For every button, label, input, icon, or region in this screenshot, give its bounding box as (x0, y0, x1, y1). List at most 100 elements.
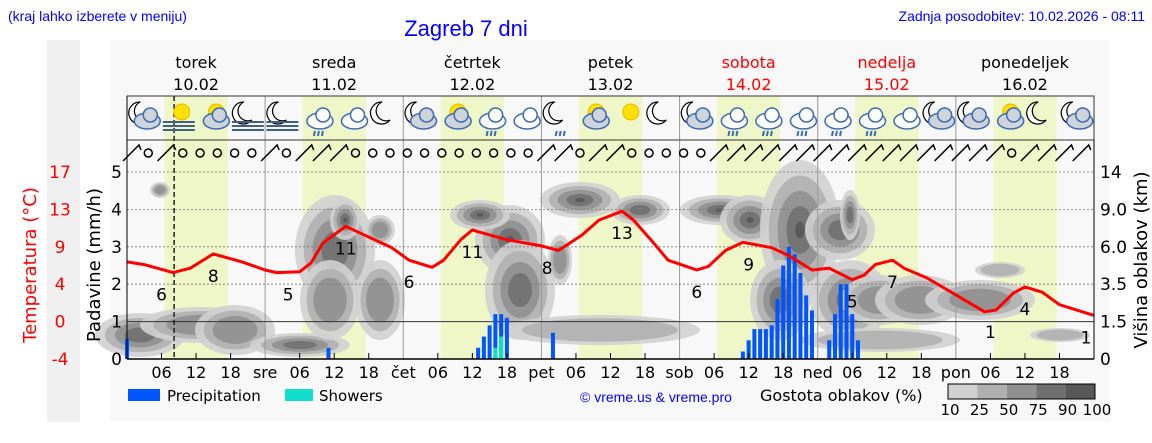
wind-barb-icon (795, 143, 816, 162)
cloud-density-area (795, 221, 805, 239)
cloud-height-axis-label: Višina oblakov (km) (1131, 171, 1152, 348)
precip-bar (827, 340, 832, 359)
cloud-density-area (313, 277, 347, 323)
colorbar-swatch (1006, 384, 1037, 399)
temperature-label: 1 (1081, 328, 1092, 348)
cloud-density-area (949, 288, 1011, 312)
wind-barb-icon (605, 143, 626, 162)
cloud-density-area (575, 197, 585, 203)
x-tick-hour: 18 (359, 363, 379, 382)
moon-cloud-icon (404, 101, 438, 130)
day-name: četrtek (444, 53, 502, 72)
moon-rain-icon (542, 101, 566, 137)
x-tick-day: pet (528, 363, 554, 382)
precip-bar (786, 246, 791, 359)
cloud-density-area (366, 277, 394, 323)
day-name: ponedeljek (981, 53, 1070, 72)
x-tick-hour: 12 (186, 363, 206, 382)
legend-precip-label: Precipitation (167, 387, 261, 405)
x-tick-day: sob (665, 363, 693, 382)
colorbar-swatch (1065, 384, 1095, 399)
wind-barb-icon (554, 143, 574, 162)
cloud-icon (340, 107, 369, 130)
sun-icon (622, 103, 640, 121)
cloud-density-area (629, 204, 651, 216)
wind-barb-icon (744, 143, 764, 162)
colorbar-label: 75 (1029, 401, 1048, 419)
cloud-density-area (508, 273, 532, 307)
cloud-rain-icon (824, 107, 852, 137)
temp-tick: 9 (55, 238, 66, 258)
x-tick-hour: 18 (497, 363, 517, 382)
sun-fog-icon (162, 103, 195, 131)
precip-bar (481, 336, 486, 359)
showers-bar (499, 336, 504, 359)
wind-calm-icon (471, 148, 482, 158)
colorbar-swatch (948, 384, 978, 399)
day-date: 12.02 (449, 75, 495, 94)
showers-bar (493, 347, 498, 359)
precip-bar (798, 272, 803, 359)
day-date: 14.02 (726, 75, 772, 94)
temperature-label: 5 (847, 293, 858, 313)
moon-cloud-icon (922, 101, 956, 130)
wind-barb-icon (312, 143, 332, 162)
colorbar-border (947, 383, 1096, 400)
moon-fog-icon (231, 101, 264, 131)
x-tick-hour: 06 (428, 363, 448, 382)
cloud-rain-icon (478, 107, 507, 137)
x-tick-hour: 18 (220, 363, 240, 382)
precip-bar (781, 265, 786, 359)
x-tick-hour: 18 (911, 363, 931, 382)
cloud-icon (893, 107, 921, 130)
colorbar-label: 100 (1083, 401, 1112, 419)
wind-calm-icon (402, 148, 413, 158)
location-hint-link[interactable]: (kraj lahko izberete v meniju) (8, 8, 187, 24)
x-tick-hour: 06 (289, 363, 309, 382)
copyright-link[interactable]: © vreme.us & vreme.pro (580, 389, 732, 405)
precip-bar (792, 254, 797, 359)
precip-bar (487, 325, 492, 359)
precip-bar (740, 351, 745, 359)
precip-bar (476, 347, 481, 359)
wind-calm-icon (195, 148, 205, 158)
colorbar-label: 50 (999, 401, 1018, 419)
wind-calm-icon (627, 148, 637, 158)
wind-calm-icon (661, 148, 672, 158)
x-tick-hour: 12 (324, 363, 344, 382)
sun-cloud-icon (444, 103, 472, 130)
day-name: sreda (312, 53, 356, 72)
colorbar-label: 25 (970, 401, 989, 419)
wind-barb-icon (1054, 143, 1075, 162)
precip-bar (746, 340, 751, 359)
cloud-rain-icon (720, 107, 749, 137)
wind-barb-icon (778, 143, 798, 162)
colorbar-swatch (977, 384, 1007, 399)
left-strip (47, 40, 80, 422)
cloud-density-area (283, 340, 317, 350)
cloud-density-area (746, 217, 754, 223)
x-tick-day: sre (253, 363, 277, 382)
cloud-height-tick: 14 (1100, 163, 1122, 183)
wind-calm-icon (385, 148, 395, 158)
day-name: petek (588, 53, 634, 72)
precip-bar (493, 314, 498, 359)
wind-barb-icon (968, 143, 988, 162)
precip-axis-label: Padavine (mm/h) (84, 188, 105, 342)
precip-bar (838, 284, 843, 359)
day-name: sobota (722, 53, 776, 72)
precip-bar (769, 325, 774, 359)
wind-calm-icon (523, 148, 533, 158)
moon-icon (646, 101, 667, 125)
wind-barb-icon (329, 143, 349, 162)
x-tick-hour: 06 (980, 363, 1000, 382)
day-date: 10.02 (173, 75, 219, 94)
day-name: torek (175, 53, 217, 72)
temperature-label: 13 (611, 224, 633, 244)
temp-tick: 17 (49, 163, 71, 183)
wind-barb-icon (588, 143, 608, 162)
legend-showers-swatch (285, 389, 313, 401)
x-tick-day: ned (803, 363, 833, 382)
wind-calm-icon (1006, 148, 1017, 158)
precip-bar (763, 329, 768, 359)
